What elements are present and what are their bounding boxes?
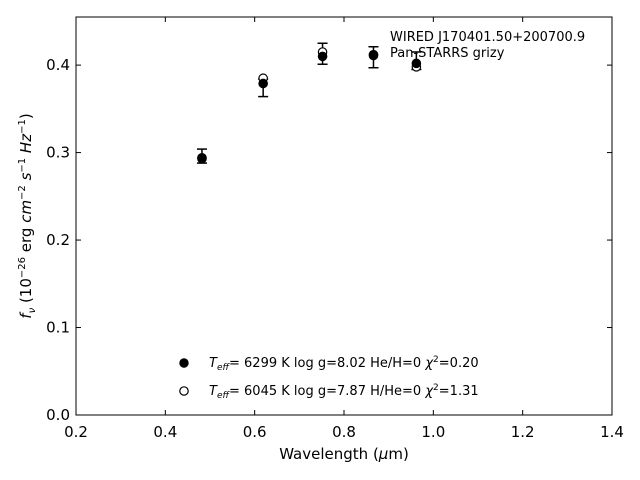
filled-point-1	[258, 78, 268, 89]
x-axis-title: Wavelength (μm)	[279, 445, 409, 463]
legend-1-comp: He/H=0	[370, 356, 421, 371]
filled-point-3	[368, 50, 379, 61]
y-tick-label-0: 0.0	[46, 406, 70, 424]
plot-frame	[75, 16, 613, 416]
y-tick-label-1: 0.1	[46, 319, 70, 337]
x-tick-label-1: 0.4	[153, 423, 177, 441]
x-tick-label-2: 0.6	[243, 423, 267, 441]
data-layer	[196, 42, 422, 164]
filled-point-2	[317, 51, 328, 62]
legend: Teff= 6299 K log g=8.02 He/H=0 χ2=0.20 T…	[179, 355, 479, 401]
annotation-survey: Pan-STARRS grizy	[390, 46, 505, 61]
filled-point-0	[197, 153, 207, 163]
legend-2-chi2: =1.31	[439, 384, 479, 399]
legend-1-teff: 6299 K	[244, 356, 290, 371]
x-tick-label-4: 1.0	[421, 423, 445, 441]
legend-1-chi2: =0.20	[439, 356, 479, 371]
filled-point-4	[411, 58, 422, 69]
y-tick-label-4: 0.4	[46, 56, 70, 74]
legend-1-logg: log g=8.02	[294, 356, 366, 371]
y-tick-label-3: 0.3	[46, 144, 70, 162]
legend-2-comp: H/He=0	[370, 384, 421, 399]
legend-marker-open	[179, 386, 189, 396]
x-tick-label-6: 1.4	[600, 423, 624, 441]
y-axis-title: fν (10−26 erg cm−2 s−1 Hz−1)	[17, 113, 38, 318]
x-tick-label-5: 1.2	[511, 423, 535, 441]
legend-marker-filled	[179, 358, 189, 368]
x-tick-label-3: 0.8	[332, 423, 356, 441]
legend-2-teff: 6045 K	[244, 384, 290, 399]
annotation-object-name: WIRED J170401.50+200700.9	[390, 30, 585, 45]
x-tick-label-0: 0.2	[64, 423, 88, 441]
legend-2-logg: log g=7.87	[294, 384, 366, 399]
legend-entry-1: Teff= 6299 K log g=8.02 He/H=0 χ2=0.20	[209, 355, 479, 373]
y-tick-label-2: 0.2	[46, 231, 70, 249]
legend-entry-2: Teff= 6045 K log g=7.87 H/He=0 χ2=1.31	[209, 383, 479, 401]
